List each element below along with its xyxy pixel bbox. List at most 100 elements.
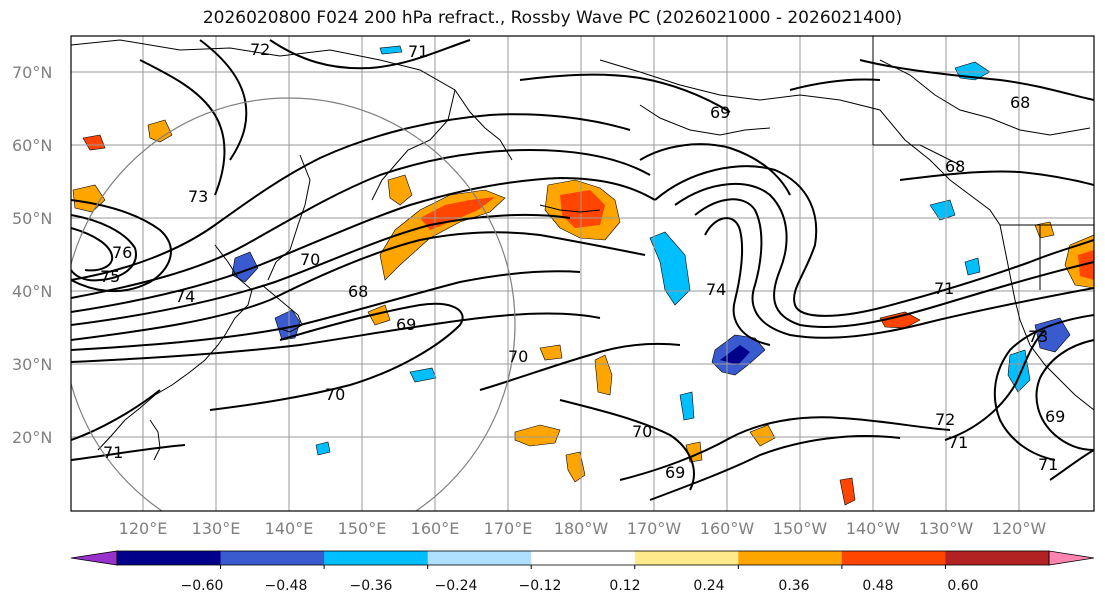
contours — [71, 39, 1094, 501]
colorbar-tick-labels: −0.60 −0.48 −0.36 −0.24 −0.12 0.12 0.24 … — [181, 578, 979, 594]
lat-label: 30°N — [12, 355, 52, 374]
contour-label: 71 — [948, 433, 968, 452]
negative-anomaly-region — [409, 367, 437, 383]
colorbar-segment — [324, 551, 429, 565]
latitude-labels: 70°N 60°N 50°N 40°N 30°N 20°N — [12, 63, 52, 447]
negative-anomaly-region — [231, 251, 259, 283]
contour-labels: 72 71 69 68 68 73 76 75 74 70 68 69 70 7… — [100, 40, 1065, 482]
lon-label: 180°W — [554, 519, 609, 538]
positive-anomaly-region — [839, 477, 856, 506]
lat-label: 20°N — [12, 428, 52, 447]
colorbar-tick-label: 0.12 — [609, 578, 640, 594]
colorbar-ticks — [220, 565, 946, 569]
contour-label: 73 — [1028, 327, 1048, 346]
lat-label: 40°N — [12, 282, 52, 301]
negative-anomaly-region — [679, 391, 695, 421]
negative-anomaly-region — [1034, 317, 1071, 353]
contour-label: 76 — [112, 243, 132, 262]
contour-label: 74 — [706, 280, 726, 299]
colorbar-tick-label: 0.48 — [862, 578, 893, 594]
lat-label: 60°N — [12, 136, 52, 155]
positive-anomaly-region — [879, 311, 921, 329]
longitude-labels: 120°E 130°E 140°E 150°E 160°E 170°E 180°… — [119, 519, 1047, 538]
colorbar-tick-label: 0.36 — [778, 578, 809, 594]
negative-anomaly-region — [964, 257, 981, 276]
lat-label: 50°N — [12, 209, 52, 228]
colorbar: −0.60 −0.48 −0.36 −0.24 −0.12 0.12 0.24 … — [70, 550, 1095, 594]
contour-label: 71 — [1038, 455, 1058, 474]
contour-label: 74 — [175, 287, 195, 306]
colorbar-tick-label: −0.36 — [350, 578, 393, 594]
colorbar-segment — [945, 551, 1050, 565]
colorbar-segment — [531, 551, 636, 565]
contour-label: 72 — [935, 410, 955, 429]
positive-anomaly-region — [594, 354, 613, 396]
lon-label: 150°W — [773, 519, 828, 538]
positive-anomaly-region — [379, 189, 506, 281]
colorbar-extend-high — [1048, 550, 1095, 566]
colorbar-tick-label: −0.24 — [435, 578, 478, 594]
colorbar-extend-low — [70, 550, 118, 566]
colorbar-tick-label: −0.48 — [265, 578, 308, 594]
contour-label: 70 — [632, 422, 652, 441]
negative-anomaly-region — [649, 231, 691, 306]
lon-label: 160°E — [411, 519, 460, 538]
lon-label: 170°W — [627, 519, 682, 538]
negative-anomaly-region — [379, 45, 403, 55]
colorbar-border — [116, 550, 1050, 566]
contour-label: 68 — [348, 282, 368, 301]
reference-circle — [71, 97, 516, 511]
positive-anomaly-region — [514, 424, 561, 447]
contour-label: 70 — [508, 347, 528, 366]
lon-label: 130°W — [919, 519, 974, 538]
contour-label: 75 — [100, 267, 120, 286]
contour-label: 69 — [1045, 407, 1065, 426]
map-title: 2026020800 F024 200 hPa refract., Rossby… — [202, 8, 903, 28]
contour-label: 71 — [103, 443, 123, 462]
lon-label: 140°W — [846, 519, 901, 538]
lon-label: 160°W — [700, 519, 755, 538]
contour-label: 73 — [188, 187, 208, 206]
positive-anomaly-region — [565, 451, 586, 483]
lon-label: 120°E — [119, 519, 168, 538]
contour-label: 69 — [396, 315, 416, 334]
positive-anomaly-region — [749, 424, 776, 447]
positive-anomaly-region — [1078, 250, 1094, 280]
positive-anomaly-region — [420, 197, 495, 230]
contour-label: 71 — [408, 42, 428, 61]
lat-label: 70°N — [12, 63, 52, 82]
positive-anomaly-region — [387, 174, 413, 206]
positive-anomaly-region — [82, 134, 106, 151]
lon-label: 170°E — [484, 519, 533, 538]
contour-label: 71 — [934, 279, 954, 298]
contour-label: 68 — [945, 157, 965, 176]
shaded-regions — [72, 45, 1094, 506]
lon-label: 150°E — [338, 519, 387, 538]
contour-label: 72 — [250, 40, 270, 59]
positive-anomaly-region — [539, 344, 563, 361]
colorbar-segment — [738, 551, 843, 565]
colorbar-tick-label: −0.60 — [181, 578, 224, 594]
colorbar-segment — [427, 551, 532, 565]
colorbar-segments — [70, 550, 1095, 566]
colorbar-segment — [220, 551, 325, 565]
lon-label: 120°W — [992, 519, 1047, 538]
positive-anomaly-region — [367, 304, 391, 326]
positive-anomaly-region — [147, 119, 173, 143]
contour-label: 69 — [710, 103, 730, 122]
negative-anomaly-region — [929, 199, 956, 221]
negative-anomaly-region — [315, 441, 331, 456]
colorbar-tick-label: −0.12 — [519, 578, 562, 594]
colorbar-tick-label: 0.60 — [947, 578, 978, 594]
map-border — [70, 35, 1095, 512]
colorbar-segment — [117, 551, 222, 565]
lon-label: 140°E — [265, 519, 314, 538]
contour-label: 70 — [300, 250, 320, 269]
contour-label: 70 — [325, 385, 345, 404]
contour-label: 68 — [1010, 93, 1030, 112]
contour-label: 69 — [665, 463, 685, 482]
colorbar-segment — [634, 551, 739, 565]
lon-label: 130°E — [192, 519, 241, 538]
colorbar-segment — [841, 551, 946, 565]
